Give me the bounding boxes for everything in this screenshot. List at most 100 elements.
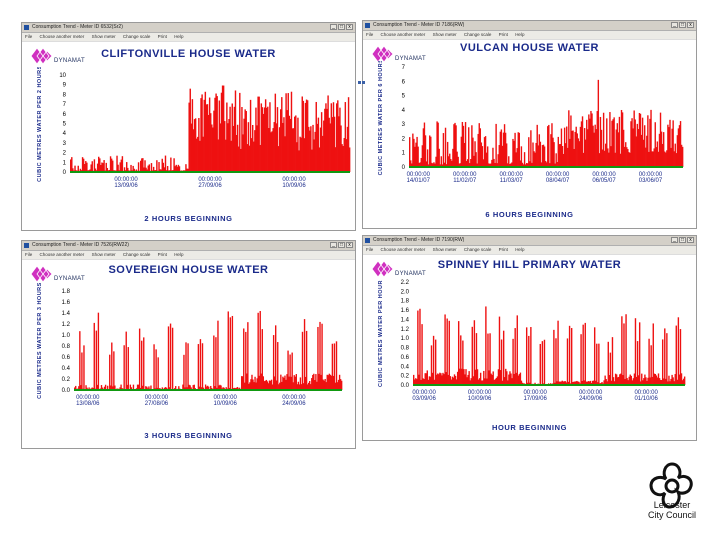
close-button[interactable]: x [346,242,353,248]
data-bar [675,325,677,385]
menu-choose-meter[interactable]: Choose another meter [39,252,85,257]
data-bar [473,320,476,385]
data-bar [500,339,503,385]
y-tick-label: 0.2 [401,374,410,380]
close-button[interactable]: x [687,22,694,28]
data-bar [262,113,265,172]
data-bar [257,312,259,390]
menu-change-scale[interactable]: Change scale [463,32,492,37]
data-bar [625,314,627,385]
data-bar [448,320,450,385]
menu-choose-meter[interactable]: Choose another meter [380,247,426,252]
minimize-button[interactable]: _ [671,237,678,243]
data-bar [311,378,313,390]
y-tick-label: 2.2 [401,280,410,286]
menu-change-scale[interactable]: Change scale [463,247,492,252]
menu-file[interactable]: File [366,32,374,37]
brand-name: DYNAMAT [395,271,426,277]
data-bar [627,380,629,385]
data-bar [470,159,472,167]
menu-change-scale[interactable]: Change scale [122,252,151,257]
data-bar [78,386,80,390]
menu-choose-meter[interactable]: Choose another meter [380,32,426,37]
data-bar [481,380,483,385]
data-bar [488,370,490,385]
data-bar [474,369,477,385]
menu-help[interactable]: Help [515,32,525,37]
data-bar [213,110,215,172]
data-bar [225,139,227,172]
data-bar [189,385,191,390]
window-titlebar: Consumption Trend - Meter ID 6532(Sr2) _… [22,23,355,33]
maximize-button[interactable]: □ [679,22,686,28]
minimize-button[interactable]: _ [671,22,678,28]
data-bar [606,118,608,167]
data-bar [514,328,516,385]
data-bar [70,159,72,172]
data-bar [494,379,496,385]
data-bar [678,374,681,385]
window-titlebar: Consumption Trend - Meter ID 7190(RW) _ □… [363,236,696,246]
data-bar [595,380,597,385]
data-bar [271,131,273,172]
menu-choose-meter[interactable]: Choose another meter [39,34,85,39]
y-tick-label: 1 [63,160,67,166]
data-bar [303,319,306,390]
data-bar [642,139,645,167]
data-bar [204,91,207,172]
data-bar [572,382,574,385]
data-bar [489,333,491,385]
menu-print[interactable]: Print [498,32,508,37]
maximize-button[interactable]: □ [338,242,345,248]
data-bar [640,381,642,385]
menu-show-meter[interactable]: Show meter [432,247,457,252]
data-bar [171,327,174,390]
data-bar [468,371,470,385]
data-bar [626,147,628,167]
data-bar [415,142,417,167]
data-bar [612,377,615,385]
menu-show-meter[interactable]: Show meter [432,32,457,37]
data-bar [282,376,284,390]
data-bar [670,378,672,385]
data-bar [302,100,305,172]
menu-print[interactable]: Print [498,247,508,252]
data-bar [446,318,448,385]
close-button[interactable]: x [687,237,694,243]
data-bar [659,379,662,385]
data-bar [213,335,215,390]
menu-print[interactable]: Print [157,252,167,257]
menu-file[interactable]: File [366,247,374,252]
data-bar [155,349,157,390]
y-tick-label: 1.0 [401,336,410,342]
data-bar [502,132,505,167]
data-bar [329,123,331,172]
menu-show-meter[interactable]: Show meter [91,34,116,39]
menu-file[interactable]: File [25,252,33,257]
data-bar [614,373,617,385]
data-bar [642,380,644,385]
menu-show-meter[interactable]: Show meter [91,252,116,257]
y-tick-label: 3 [63,141,67,147]
maximize-button[interactable]: □ [338,24,345,30]
close-button[interactable]: x [346,24,353,30]
x-tick-time: 00:00:00 [282,395,306,401]
menu-help[interactable]: Help [515,247,525,252]
data-bar [140,160,142,172]
data-bar [268,128,270,172]
minimize-button[interactable]: _ [330,242,337,248]
data-bar [620,109,623,167]
menu-print[interactable]: Print [157,34,167,39]
menu-help[interactable]: Help [174,252,184,257]
data-bar [430,345,433,385]
maximize-button[interactable]: □ [679,237,686,243]
menu-change-scale[interactable]: Change scale [122,34,151,39]
menu-file[interactable]: File [25,34,33,39]
menu-help[interactable]: Help [174,34,184,39]
data-bar [672,377,674,385]
minimize-button[interactable]: _ [330,24,337,30]
y-tick-label: 4 [402,108,406,114]
data-bar [334,147,337,172]
data-bar [482,159,485,167]
data-bar [112,160,114,172]
